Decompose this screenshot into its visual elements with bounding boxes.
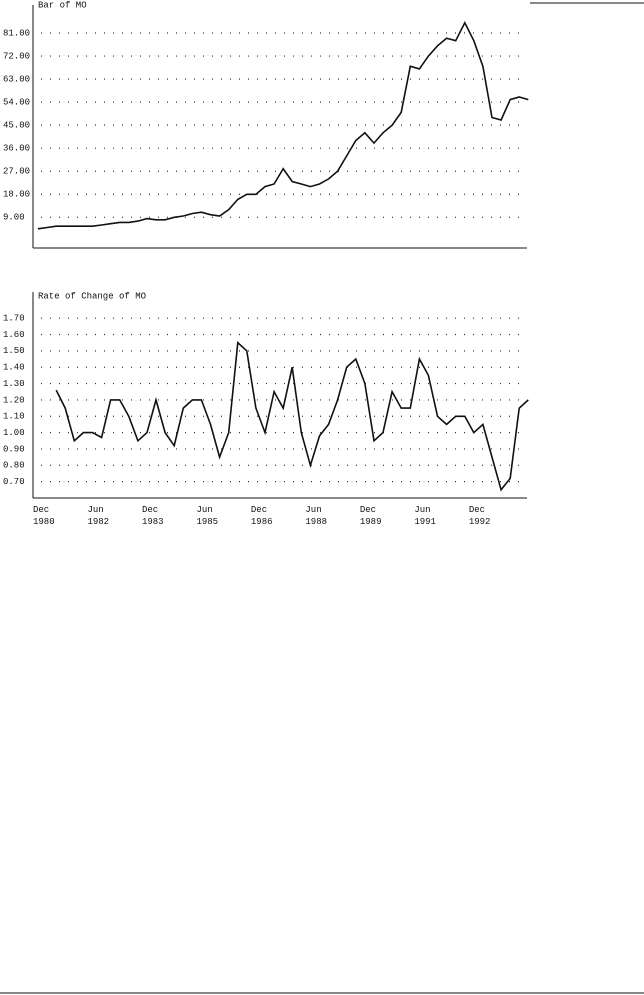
y-tick-label: 18.00 [3,190,30,200]
x-tick-label: Dec 1989 [359,505,382,527]
y-tick-label: 27.00 [3,167,30,177]
y-tick-label: 0.80 [3,461,25,471]
y-tick-label: 1.60 [3,330,25,340]
chart-title: Bar of MO [38,0,87,10]
data-line [55,341,529,492]
y-tick-label: 0.90 [3,444,25,454]
y-tick-label: 45.00 [3,121,30,131]
x-tick-label: Jun 1988 [305,505,327,527]
x-tick-label: Dec 1980 [33,505,55,527]
y-tick-label: 81.00 [3,28,30,38]
y-tick-label: 1.30 [3,379,25,389]
y-tick-label: 63.00 [3,74,30,84]
y-tick-label: 1.00 [3,428,25,438]
y-tick-label: 1.50 [3,346,25,356]
data-line [37,21,529,230]
y-tick-label: 0.70 [3,477,25,487]
y-tick-label: 1.10 [3,412,25,422]
x-tick-label: Jun 1985 [196,505,219,527]
x-tick-label: Dec 1983 [141,505,164,527]
y-tick-label: 72.00 [3,51,30,61]
y-tick-label: 36.00 [3,144,30,154]
y-tick-label: 1.70 [3,314,25,324]
y-tick-label: 54.00 [3,98,30,108]
y-tick-label: 9.00 [3,213,25,223]
x-tick-label: Dec 1986 [250,505,273,527]
chart-title: Rate of Change of MO [38,291,146,301]
y-tick-label: 1.20 [3,395,25,405]
x-tick-label: Jun 1982 [87,505,110,527]
y-tick-label: 1.40 [3,363,25,373]
x-tick-label: Jun 1991 [414,505,436,527]
x-tick-label: Dec 1992 [468,505,491,527]
